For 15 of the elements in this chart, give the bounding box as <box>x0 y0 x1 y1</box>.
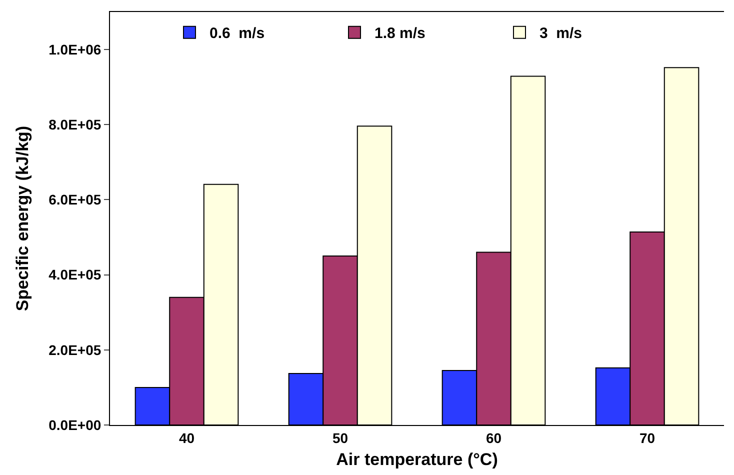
x-tick-label: 60 <box>486 430 502 446</box>
y-tick-label: 1.0E+06 <box>48 41 102 58</box>
x-tick-label: 70 <box>639 430 656 446</box>
y-tick-label: 2.0E+05 <box>48 342 102 358</box>
y-tick-label: 0.0E+00 <box>48 416 102 433</box>
y-axis-title: Specific energy (kJ/kg) <box>13 126 32 312</box>
x-tick-label: 50 <box>332 430 348 446</box>
y-tick-label: 6.0E+05 <box>48 192 102 208</box>
legend-label: 1.8 m/s <box>374 25 426 42</box>
y-tick-label: 4.0E+05 <box>48 266 102 283</box>
legend-label: 0.6 m/s <box>210 25 265 42</box>
x-axis-title: Air temperature (°C) <box>336 450 498 470</box>
legend-label: 3 m/s <box>540 25 582 42</box>
x-tick-label: 40 <box>178 430 195 446</box>
y-tick-label: 8.0E+05 <box>48 116 102 133</box>
